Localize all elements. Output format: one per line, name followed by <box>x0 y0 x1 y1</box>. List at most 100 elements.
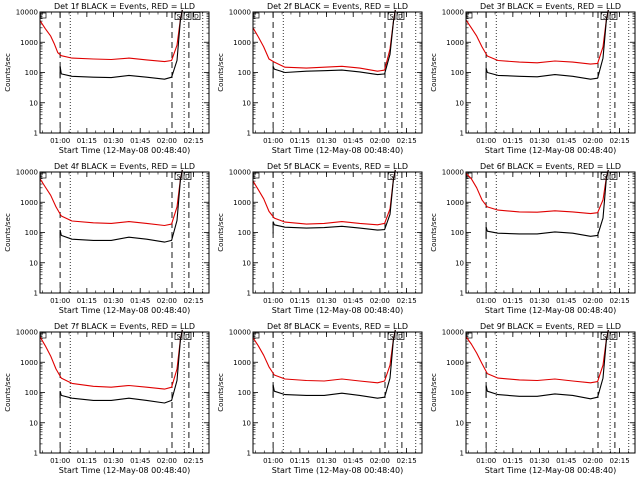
legend-box-label: S <box>177 173 181 180</box>
y-tick-label: 1000 <box>446 359 464 367</box>
chart-title: Det 1f BLACK = Events, RED = LLD <box>54 2 195 11</box>
x-tick-label: 01:15 <box>290 297 310 305</box>
x-axis-label: Start Time (12-May-08 00:48:40) <box>272 146 403 155</box>
y-axis-label: Counts/sec <box>217 53 225 92</box>
x-tick-label: 02:00 <box>157 297 177 305</box>
y-tick-label: 1 <box>34 290 38 298</box>
plot-frame <box>465 331 636 454</box>
x-tick-label: 01:00 <box>263 137 283 145</box>
legend-box-label: S <box>390 13 394 20</box>
legend-box-label: D <box>611 333 616 340</box>
series-line-events <box>59 169 183 243</box>
plot-frame <box>465 171 636 294</box>
x-tick-label: 01:30 <box>316 137 336 145</box>
x-tick-label: 01:00 <box>50 297 70 305</box>
y-axis-label: Counts/sec <box>217 373 225 412</box>
y-tick-label: 100 <box>25 389 38 397</box>
y-tick-label: 10 <box>455 259 464 267</box>
x-tick-label: 01:00 <box>476 457 496 465</box>
chart-panel: Det 4f BLACK = Events, RED = LLD Counts/s… <box>4 162 210 315</box>
series-line-lld <box>39 9 183 63</box>
y-tick-label: 1 <box>460 450 464 458</box>
y-tick-label: 10000 <box>442 9 464 17</box>
plot-frame <box>465 11 636 134</box>
x-tick-label: 01:45 <box>556 297 576 305</box>
series-line-events <box>59 9 183 80</box>
x-tick-label: 01:15 <box>77 297 97 305</box>
y-axis-label: Counts/sec <box>430 213 438 252</box>
x-tick-label: 02:15 <box>396 137 416 145</box>
series-line-events <box>272 9 396 76</box>
series-line-events <box>272 329 396 399</box>
y-tick-label: 10000 <box>229 9 251 17</box>
x-tick-label: 01:45 <box>130 297 150 305</box>
x-tick-label: 01:00 <box>263 457 283 465</box>
legend-box-label: D <box>185 333 190 340</box>
y-tick-label: 10 <box>242 419 251 427</box>
x-tick-label: 02:00 <box>157 457 177 465</box>
y-tick-label: 100 <box>451 389 464 397</box>
x-tick-label: 01:15 <box>503 297 523 305</box>
x-tick-label: 01:30 <box>529 137 549 145</box>
legend-box-label: S <box>177 333 181 340</box>
legend-box-label: D <box>398 13 403 20</box>
x-tick-label: 02:15 <box>183 457 203 465</box>
x-tick-label: 01:45 <box>130 457 150 465</box>
series-line-lld <box>465 169 609 215</box>
x-tick-label: 01:00 <box>50 137 70 145</box>
y-axis-label: Counts/sec <box>4 53 12 92</box>
corner-box <box>253 172 260 179</box>
series-line-events <box>485 9 609 80</box>
legend-box-label: S <box>177 13 181 20</box>
series-line-lld <box>252 9 396 72</box>
series-line-lld <box>39 169 183 227</box>
chart-title: Det 5f BLACK = Events, RED = LLD <box>267 162 408 171</box>
plot-frame <box>39 171 210 294</box>
x-axis-label: Start Time (12-May-08 00:48:40) <box>485 306 616 315</box>
x-axis-label: Start Time (12-May-08 00:48:40) <box>485 146 616 155</box>
y-tick-label: 10000 <box>16 169 38 177</box>
legend-box-label: D <box>611 173 616 180</box>
legend-box-label: D <box>194 13 199 20</box>
y-axis-label: Counts/sec <box>430 53 438 92</box>
plot-frame <box>252 331 423 454</box>
y-tick-label: 1 <box>34 450 38 458</box>
y-tick-label: 10 <box>455 419 464 427</box>
x-axis-label: Start Time (12-May-08 00:48:40) <box>59 466 190 475</box>
x-axis-label: Start Time (12-May-08 00:48:40) <box>272 306 403 315</box>
x-axis-label: Start Time (12-May-08 00:48:40) <box>485 466 616 475</box>
corner-box <box>466 12 473 19</box>
y-tick-label: 1000 <box>20 199 38 207</box>
series-line-lld <box>252 329 396 384</box>
x-tick-label: 02:00 <box>370 137 390 145</box>
y-tick-label: 1 <box>34 130 38 138</box>
chart-panel: Det 3f BLACK = Events, RED = LLD Counts/s… <box>430 2 636 155</box>
y-tick-label: 10000 <box>229 169 251 177</box>
x-tick-label: 02:00 <box>583 137 603 145</box>
x-tick-label: 01:30 <box>529 297 549 305</box>
x-tick-label: 02:15 <box>183 297 203 305</box>
x-tick-label: 01:15 <box>77 137 97 145</box>
y-tick-label: 1 <box>460 290 464 298</box>
series-line-lld <box>39 329 183 390</box>
y-tick-label: 100 <box>451 229 464 237</box>
y-tick-label: 10000 <box>442 329 464 337</box>
plot-frame <box>39 331 210 454</box>
corner-box <box>253 332 260 339</box>
y-tick-label: 1000 <box>233 199 251 207</box>
y-tick-label: 100 <box>238 389 251 397</box>
legend-box-label: D <box>398 333 403 340</box>
corner-box <box>40 332 47 339</box>
y-tick-label: 10000 <box>16 9 38 17</box>
chart-title: Det 7f BLACK = Events, RED = LLD <box>54 322 195 331</box>
y-tick-label: 1000 <box>446 39 464 47</box>
y-tick-label: 1000 <box>233 359 251 367</box>
x-tick-label: 02:15 <box>609 137 629 145</box>
y-tick-label: 100 <box>238 69 251 77</box>
chart-panel: Det 8f BLACK = Events, RED = LLD Counts/s… <box>217 322 423 475</box>
x-axis-label: Start Time (12-May-08 00:48:40) <box>59 146 190 155</box>
chart-title: Det 3f BLACK = Events, RED = LLD <box>480 2 621 11</box>
y-tick-label: 10 <box>29 99 38 107</box>
x-tick-label: 01:15 <box>290 137 310 145</box>
